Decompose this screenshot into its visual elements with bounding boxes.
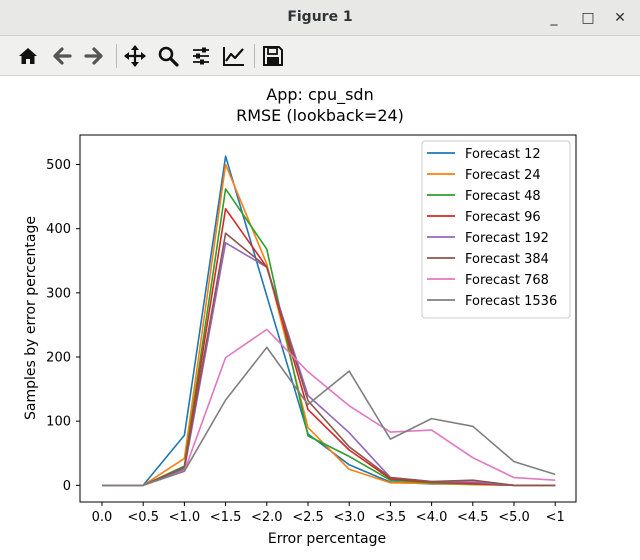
x-tick-label: <1.5 xyxy=(210,510,242,525)
x-axis-label: Error percentage xyxy=(268,531,386,547)
chart-subtitle: RMSE (lookback=24) xyxy=(236,106,404,125)
back-button[interactable] xyxy=(47,40,77,72)
y-tick-label: 200 xyxy=(46,350,71,365)
series-line-4 xyxy=(102,242,556,487)
y-tick-label: 500 xyxy=(46,158,71,173)
x-tick-label: <4.5 xyxy=(457,510,489,525)
x-tick-label: <1 xyxy=(546,510,565,525)
legend: Forecast 12 Forecast 24 Forecast 48 Forecas… xyxy=(421,140,571,319)
forward-button[interactable] xyxy=(79,40,109,72)
window-title: Figure 1 xyxy=(287,9,353,25)
pan-icon xyxy=(124,45,146,67)
x-tick-label: 0.0 xyxy=(92,510,113,525)
save-button[interactable] xyxy=(258,40,288,72)
subplots-config-button[interactable] xyxy=(186,40,216,72)
chart-title: App: cpu_sdn xyxy=(266,85,373,105)
plot-toolbar xyxy=(0,36,640,76)
legend-label: Forecast 1536 xyxy=(465,294,557,309)
y-tick-label: 100 xyxy=(46,415,71,430)
legend-label: Forecast 12 xyxy=(465,147,541,162)
x-tick-label: <4.0 xyxy=(416,510,448,525)
series-line-6 xyxy=(102,328,556,487)
home-icon xyxy=(19,48,37,64)
y-axis-label: Samples by error percentage xyxy=(23,216,39,420)
y-tick-label: 300 xyxy=(46,286,71,301)
y-axis-ticks: 0 100 200 300 400 500 xyxy=(46,158,80,494)
edit-axes-button[interactable] xyxy=(219,40,249,72)
figure-canvas[interactable]: App: cpu_sdn RMSE (lookback=24) 0.0 <0.5 <… xyxy=(0,76,640,556)
window-titlebar: Figure 1 _ □ ✕ xyxy=(0,0,640,36)
series-line-7 xyxy=(102,346,556,487)
x-tick-label: <2.5 xyxy=(292,510,324,525)
minimize-button[interactable]: _ xyxy=(550,10,558,26)
y-tick-label: 0 xyxy=(63,479,71,494)
x-tick-label: <1.0 xyxy=(169,510,201,525)
legend-label: Forecast 384 xyxy=(465,252,549,267)
maximize-button[interactable]: □ xyxy=(581,10,595,26)
toolbar-separator xyxy=(254,44,255,68)
x-tick-label: <5.0 xyxy=(498,510,530,525)
forward-arrow-icon xyxy=(84,47,103,65)
back-arrow-icon xyxy=(53,47,72,65)
legend-label: Forecast 96 xyxy=(465,210,541,225)
series-line-5 xyxy=(102,232,556,487)
legend-label: Forecast 48 xyxy=(465,189,541,204)
legend-label: Forecast 768 xyxy=(465,273,549,288)
home-button[interactable] xyxy=(13,40,43,72)
legend-label: Forecast 24 xyxy=(465,168,541,183)
x-tick-label: <2.0 xyxy=(251,510,283,525)
x-tick-label: <0.5 xyxy=(127,510,159,525)
line-chart: App: cpu_sdn RMSE (lookback=24) 0.0 <0.5 <… xyxy=(23,85,577,547)
plot-lines xyxy=(102,155,556,487)
x-tick-label: <3.0 xyxy=(333,510,365,525)
axes-frame xyxy=(79,134,577,503)
y-tick-label: 400 xyxy=(46,222,71,237)
x-tick-label: <3.5 xyxy=(375,510,407,525)
save-icon xyxy=(263,46,283,66)
x-axis-ticks: 0.0 <0.5 <1.0 <1.5 <2.0 <2.5 <3.0 <3.5 <4.0 <4.5 <… xyxy=(92,502,565,525)
close-button[interactable]: ✕ xyxy=(614,10,626,26)
legend-label: Forecast 192 xyxy=(465,231,549,246)
edit-axes-icon xyxy=(223,47,244,66)
subplots-config-icon xyxy=(193,47,209,65)
zoom-button[interactable] xyxy=(153,40,183,72)
zoom-icon xyxy=(158,46,179,67)
legend-box xyxy=(421,140,571,319)
pan-button[interactable] xyxy=(120,40,150,72)
toolbar-separator xyxy=(116,44,117,68)
